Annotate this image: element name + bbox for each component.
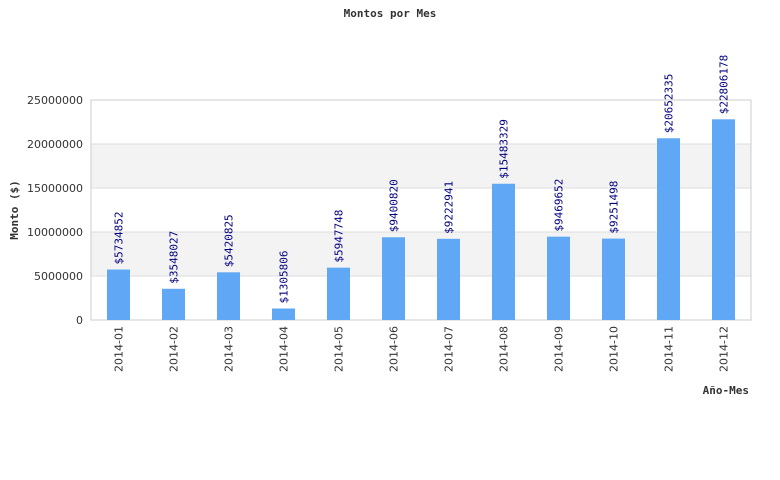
bar bbox=[437, 238, 460, 320]
data-label: $9400820 bbox=[388, 179, 401, 232]
data-labels: $5734852 $3548027 $5420825 $1305806 $5947748… bbox=[113, 55, 731, 304]
bar bbox=[107, 269, 130, 320]
data-label: $5947748 bbox=[333, 210, 346, 263]
grid-band bbox=[91, 144, 751, 188]
y-tick-label: 0 bbox=[76, 314, 83, 327]
bar bbox=[382, 237, 405, 320]
bar bbox=[327, 267, 350, 320]
plot-area bbox=[90, 99, 752, 321]
y-tick-labels: 0 5000000 10000000 15000000 20000000 25000000 bbox=[27, 94, 83, 327]
x-tick-label: 2014-08 bbox=[498, 326, 511, 372]
x-tick-label: 2014-07 bbox=[443, 326, 456, 372]
data-label: $20652335 bbox=[663, 74, 676, 134]
x-axis-title: Año-Mes bbox=[703, 384, 749, 397]
y-tick-label: 10000000 bbox=[27, 226, 83, 239]
y-tick-label: 5000000 bbox=[34, 270, 83, 283]
bar bbox=[657, 138, 680, 320]
bar bbox=[712, 119, 735, 320]
data-label: $3548027 bbox=[168, 231, 181, 284]
data-label: $9469652 bbox=[553, 179, 566, 232]
data-label: $9251498 bbox=[608, 181, 621, 234]
grid-bands bbox=[91, 144, 751, 276]
y-tick-label: 20000000 bbox=[27, 138, 83, 151]
x-tick-label: 2014-02 bbox=[168, 326, 181, 372]
x-tick-label: 2014-05 bbox=[333, 326, 346, 372]
bars bbox=[107, 119, 735, 320]
data-label: $5734852 bbox=[113, 212, 126, 265]
x-tick-labels: 2014-01 2014-02 2014-03 2014-04 2014-05 2014-… bbox=[113, 326, 731, 372]
data-label: $15483329 bbox=[498, 119, 511, 179]
data-label: $1305806 bbox=[278, 251, 291, 304]
x-tick-label: 2014-12 bbox=[718, 326, 731, 372]
bar bbox=[272, 308, 295, 320]
x-tick-label: 2014-09 bbox=[553, 326, 566, 372]
y-axis-title: Monto ($) bbox=[8, 180, 21, 240]
data-label: $22806178 bbox=[718, 55, 731, 115]
data-label: $9222941 bbox=[443, 181, 456, 234]
data-label: $5420825 bbox=[223, 214, 236, 267]
x-tick-label: 2014-10 bbox=[608, 326, 621, 372]
bar bbox=[492, 183, 515, 320]
x-tick-label: 2014-11 bbox=[663, 326, 676, 372]
bar bbox=[162, 288, 185, 320]
y-tick-label: 25000000 bbox=[27, 94, 83, 107]
grid-lines bbox=[91, 99, 751, 321]
grid-band bbox=[91, 232, 751, 276]
x-tick-label: 2014-04 bbox=[278, 326, 291, 372]
bar bbox=[217, 272, 240, 320]
y-tick-label: 15000000 bbox=[27, 182, 83, 195]
x-tick-label: 2014-06 bbox=[388, 326, 401, 372]
x-tick-label: 2014-01 bbox=[113, 326, 126, 372]
bar bbox=[602, 238, 625, 320]
x-tick-label: 2014-03 bbox=[223, 326, 236, 372]
bar bbox=[547, 236, 570, 320]
chart-title: Montos por Mes bbox=[344, 7, 437, 20]
